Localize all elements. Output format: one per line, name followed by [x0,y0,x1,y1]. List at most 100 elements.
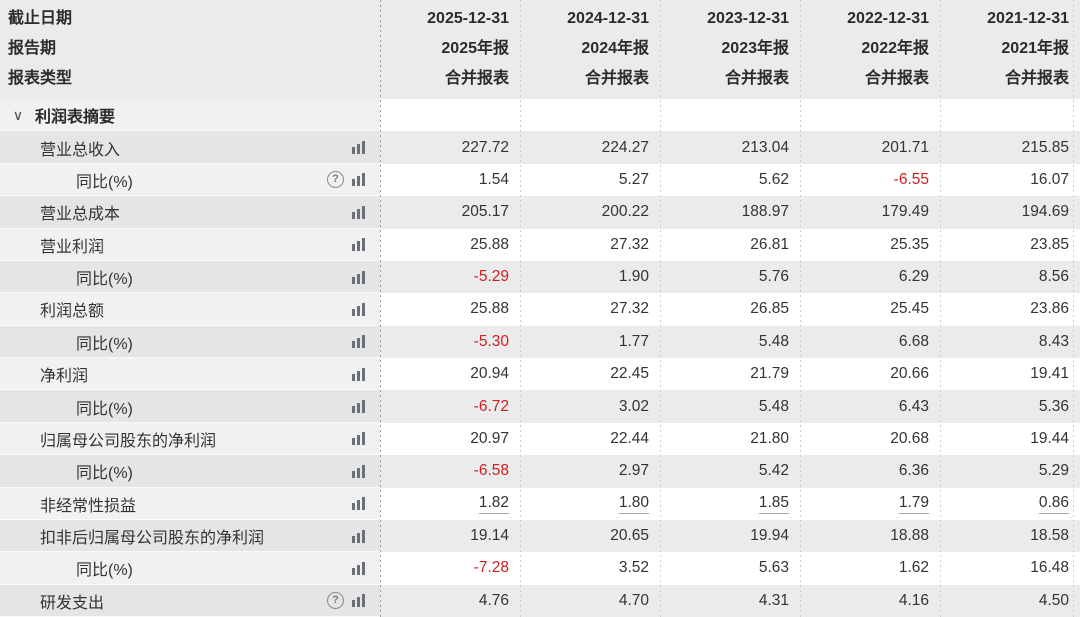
value-link[interactable]: 1.85 [758,494,789,514]
value-cell: 19.14 [380,519,520,553]
value-cell: 4.76 [380,584,520,617]
table-row: 净利润 20.94 22.45 21.79 20.66 19.41 [0,358,1080,391]
table-row: 同比(%) -6.58 2.97 5.42 6.36 5.29 [0,455,1080,488]
value-cell: 19.41 [940,358,1080,391]
value-cell: 5.42 [660,455,800,488]
value-text: 18.88 [890,527,929,545]
value-text: 20.97 [470,429,509,447]
row-icons [352,367,365,381]
header-type: 合并报表 [1004,70,1069,87]
value-cell: 1.62 [800,552,940,585]
value-text: 4.16 [898,591,929,609]
section-label-cell: 利润表摘要 [0,99,380,132]
value-cell: 4.31 [660,584,800,617]
bar-chart-icon[interactable] [352,141,365,155]
value-text: 26.85 [750,300,789,318]
bar-chart-icon[interactable] [352,400,365,414]
header-type: 合并报表 [864,70,929,87]
value-text: 6.36 [898,462,929,480]
period-column-header: 2022-12-31 2022年报 合并报表 [800,0,940,99]
bar-chart-icon[interactable] [352,335,365,349]
value-cell: 194.69 [940,196,1080,229]
bar-chart-icon[interactable] [352,432,365,446]
row-label-cell: 同比(%) [0,325,380,358]
table-row: 营业总收入 227.72 224.27 213.04 201.71 215.85 [0,131,1080,164]
value-text: 5.48 [758,397,789,415]
section-row-income-statement: 利润表摘要 [0,99,1080,132]
value-cell: 22.45 [520,358,660,391]
row-label-cell: 同比(%) [0,390,380,423]
row-label: 同比(%) [76,335,133,353]
value-text: 20.65 [610,527,649,545]
value-text: -5.30 [473,332,509,350]
bar-chart-icon[interactable] [352,173,365,187]
value-cell: 4.16 [800,584,940,617]
value-cell: 1.85 [660,487,800,520]
bar-chart-icon[interactable] [352,594,365,608]
value-cell: 1.77 [520,325,660,358]
bar-chart-icon[interactable] [352,529,365,543]
bar-chart-icon[interactable] [352,302,365,316]
header-period: 2021年报 [1001,40,1069,57]
value-text: 25.45 [890,300,929,318]
value-cell: 1.90 [520,260,660,294]
value-text: -6.72 [473,397,509,415]
value-cell: 23.85 [940,228,1080,261]
value-text: 201.71 [881,138,929,156]
value-cell: 6.36 [800,455,940,488]
row-icons [352,335,365,349]
row-label: 营业总成本 [40,206,121,224]
help-icon[interactable] [327,171,344,189]
value-cell: 23.86 [940,293,1080,326]
value-text: 19.41 [1030,365,1069,383]
value-text: -7.28 [473,559,509,577]
value-link[interactable]: 1.79 [898,494,929,514]
value-text: 19.94 [750,527,789,545]
row-label-cell: 营业总收入 [0,131,380,164]
row-label: 同比(%) [76,173,133,191]
row-icons [352,205,365,219]
value-cell: 188.97 [660,196,800,229]
header-type: 合并报表 [444,70,509,87]
value-cell: 21.79 [660,358,800,391]
bar-chart-icon[interactable] [352,270,365,284]
value-cell: 6.29 [800,260,940,294]
row-icons [352,464,365,478]
bar-chart-icon[interactable] [352,238,365,252]
chevron-down-icon[interactable] [8,107,28,124]
value-text: 4.31 [758,591,789,609]
help-icon[interactable] [327,592,344,610]
bar-chart-icon[interactable] [352,205,365,219]
bar-chart-icon[interactable] [352,497,365,511]
value-cell: 8.56 [940,260,1080,294]
value-text: 20.94 [470,365,509,383]
value-cell: 1.79 [800,487,940,520]
column-separator [1073,0,1074,617]
value-text: 8.56 [1038,268,1069,286]
row-icons [352,400,365,414]
value-link[interactable]: 0.86 [1038,494,1069,514]
value-cell: 179.49 [800,196,940,229]
value-text: 23.85 [1030,235,1069,253]
value-cell: 20.66 [800,358,940,391]
value-link[interactable]: 1.82 [478,494,509,514]
row-label: 同比(%) [76,562,133,580]
value-text: 1.77 [618,332,649,350]
bar-chart-icon[interactable] [352,464,365,478]
row-label: 扣非后归属母公司股东的净利润 [40,530,265,548]
value-cell: 25.35 [800,228,940,261]
value-link[interactable]: 1.80 [618,494,649,514]
bar-chart-icon[interactable] [352,367,365,381]
table-row: 营业利润 25.88 27.32 26.81 25.35 23.85 [0,228,1080,261]
header-period: 2022年报 [861,40,929,57]
value-cell: 2.97 [520,455,660,488]
value-text: 5.62 [758,170,789,188]
row-label: 归属母公司股东的净利润 [40,432,217,450]
row-label-cell: 利润总额 [0,293,380,326]
value-cell: -6.55 [800,163,940,197]
bar-chart-icon[interactable] [352,561,365,575]
row-label: 营业总收入 [40,141,121,159]
value-text: 22.45 [610,365,649,383]
row-label: 净利润 [40,368,89,386]
value-text: 1.90 [618,268,649,286]
